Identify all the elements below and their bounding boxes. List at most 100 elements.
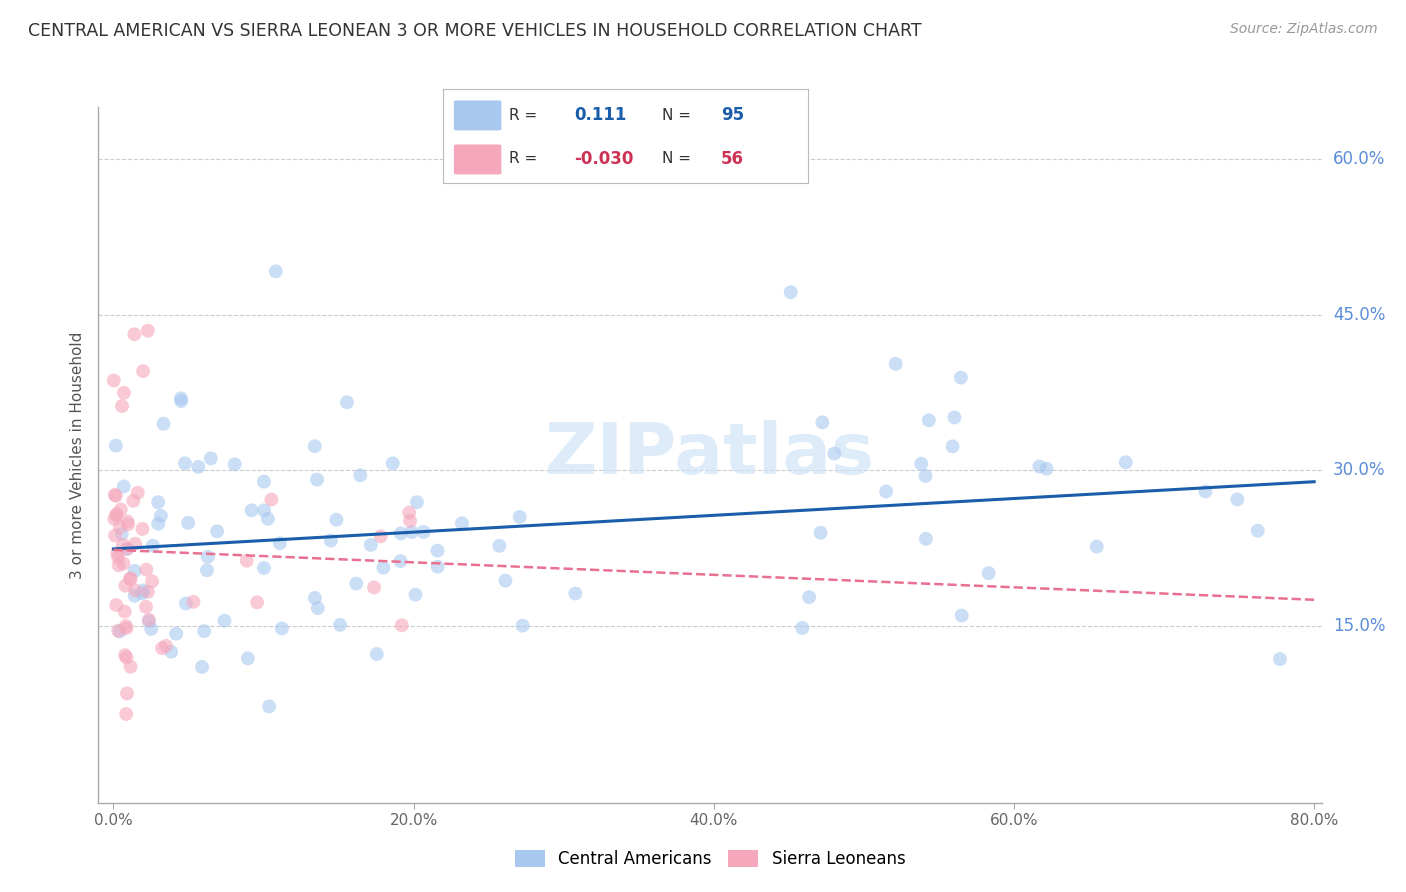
Point [373,560,395,574]
Point [509,510,531,524]
Point [104,528,127,542]
Point [918,413,941,427]
Point [366,647,388,661]
Point [105,508,128,523]
Text: CENTRAL AMERICAN VS SIERRA LEONEAN 3 OR MORE VEHICLES IN HOUSEHOLD CORRELATION C: CENTRAL AMERICAN VS SIERRA LEONEAN 3 OR … [28,22,922,40]
Text: N =: N = [662,108,692,123]
Point [319,533,342,548]
Point [112,557,135,571]
Point [426,559,449,574]
Point [138,615,160,629]
Point [136,324,159,338]
Point [105,546,128,560]
Text: -0.030: -0.030 [575,150,634,168]
Point [240,503,263,517]
Point [512,618,534,632]
Point [112,538,135,552]
Point [949,370,972,384]
Point [124,589,146,603]
Point [105,507,128,521]
Point [304,439,326,453]
Point [823,446,845,460]
Text: Source: ZipAtlas.com: Source: ZipAtlas.com [1230,22,1378,37]
Point [426,543,449,558]
Point [124,536,146,550]
Point [391,618,413,632]
Point [114,579,136,593]
Point [405,588,427,602]
Point [914,469,936,483]
Point [138,613,160,627]
Point [875,484,897,499]
Point [136,584,159,599]
Point [224,458,246,472]
Point [370,529,392,543]
Point [187,459,209,474]
Point [115,706,138,721]
Point [111,399,134,413]
Point [977,566,1000,581]
Point [344,576,367,591]
Point [271,622,294,636]
Point [810,525,832,540]
Text: 45.0%: 45.0% [1333,306,1385,324]
Point [349,468,371,483]
Point [141,574,163,589]
Point [363,581,385,595]
Legend: Central Americans, Sierra Leoneans: Central Americans, Sierra Leoneans [508,843,912,874]
Point [117,517,139,532]
Point [135,599,157,614]
Point [336,395,359,409]
Point [488,539,510,553]
Text: N =: N = [662,151,692,166]
Point [191,660,214,674]
Point [132,364,155,378]
Point [120,572,142,586]
Point [112,479,135,493]
Point [152,417,174,431]
Point [107,550,129,565]
Point [389,554,412,568]
Point [174,456,197,470]
Point [183,595,205,609]
Point [1247,524,1270,538]
Point [160,645,183,659]
Point [381,456,404,470]
Point [114,648,136,663]
Point [779,285,801,300]
Point [915,532,938,546]
Point [797,591,820,605]
Point [950,608,973,623]
Text: ZIPatlas: ZIPatlas [546,420,875,490]
Point [108,520,131,534]
Point [792,621,814,635]
Point [131,522,153,536]
Point [235,554,257,568]
Point [115,541,138,556]
Point [399,514,422,528]
Point [1028,459,1050,474]
Point [177,516,200,530]
Point [1085,540,1108,554]
Point [884,357,907,371]
Point [115,621,138,635]
Point [451,516,474,531]
Point [115,686,138,700]
Point [124,583,146,598]
Text: 30.0%: 30.0% [1333,461,1385,480]
Text: R =: R = [509,151,537,166]
Point [495,574,517,588]
Point [307,601,329,615]
Point [257,699,280,714]
Text: 56: 56 [721,150,744,168]
Point [564,586,586,600]
Point [325,513,347,527]
Point [389,526,412,541]
Point [195,563,218,577]
Point [170,392,193,406]
Point [149,508,172,523]
Point [155,639,177,653]
Point [146,495,169,509]
Point [170,394,193,409]
Point [115,650,138,665]
